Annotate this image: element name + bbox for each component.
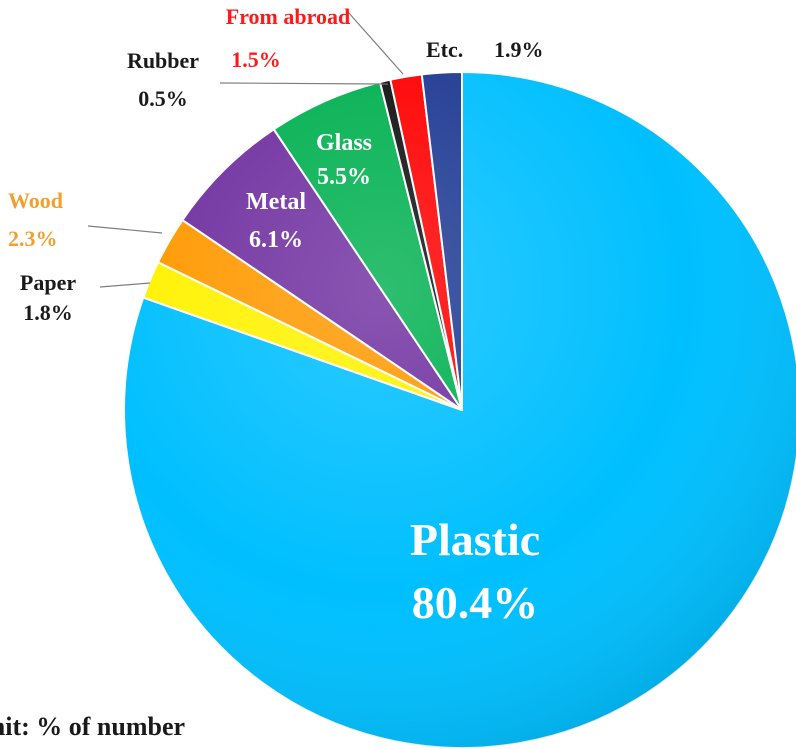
slice-label-wood: Wood xyxy=(8,188,63,213)
leader-line-from-abroad xyxy=(347,11,404,75)
pie-slices xyxy=(123,71,796,749)
slice-label-metal: Metal xyxy=(246,189,306,215)
slice-value-wood: 2.3% xyxy=(8,226,58,251)
slice-value-plastic: 80.4% xyxy=(412,577,539,628)
slice-label-rubber: Rubber xyxy=(127,48,199,73)
slice-label-paper: Paper xyxy=(20,270,76,295)
slice-value-from-abroad: 1.5% xyxy=(231,47,281,72)
leader-lines xyxy=(87,11,404,288)
slice-label-from-abroad: From abroad xyxy=(226,4,350,29)
slice-label-plastic: Plastic xyxy=(410,514,540,565)
slice-value-paper: 1.8% xyxy=(23,300,73,325)
leader-line-paper xyxy=(99,282,151,288)
slice-value-metal: 6.1% xyxy=(249,227,303,253)
leader-line-wood xyxy=(87,225,163,234)
slice-label-glass: Glass xyxy=(316,130,372,156)
slice-value-etc: 1.9% xyxy=(494,37,544,62)
slice-label-etc: Etc. xyxy=(426,37,463,62)
unit-note: Unit: % of number xyxy=(0,712,185,741)
pie-shine xyxy=(124,72,796,748)
slice-value-glass: 5.5% xyxy=(317,164,371,190)
slice-value-rubber: 0.5% xyxy=(138,86,188,111)
leader-line-rubber xyxy=(219,82,389,85)
